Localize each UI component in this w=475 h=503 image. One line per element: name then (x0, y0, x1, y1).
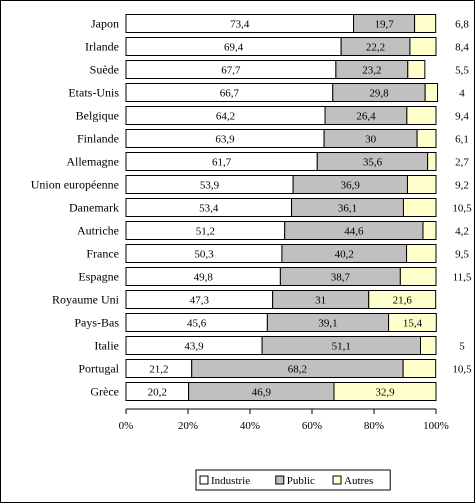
bar-autres-danemark (402, 198, 437, 217)
value-label-public-autriche: 44,6 (344, 226, 364, 238)
value-label-autres-royaume-uni: 21,6 (393, 295, 413, 307)
value-label-public-union-europeenne: 36,9 (341, 180, 361, 192)
category-label-union-europeenne: Union européenne (31, 178, 119, 192)
category-label-grece: Grèce (90, 385, 119, 399)
value-label-autres-union-europeenne: 9,2 (455, 180, 469, 192)
x-tick-label-3: 60% (302, 420, 322, 432)
legend-swatch-industrie (199, 475, 209, 485)
value-label-public-finlande: 30 (365, 134, 377, 146)
value-label-industrie-france: 50,3 (194, 249, 214, 261)
value-label-industrie-italie: 43,9 (184, 341, 204, 353)
category-label-danemark: Danemark (69, 201, 119, 215)
value-label-autres-portugal: 10,5 (452, 364, 472, 376)
bar-autres-finlande (416, 129, 437, 148)
x-tick-label-2: 40% (240, 420, 260, 432)
value-label-industrie-royaume-uni: 47,3 (190, 295, 210, 307)
bar-autres-grece (333, 382, 437, 401)
bar-autres-autriche (422, 221, 437, 240)
value-label-autres-italie: 5 (459, 341, 465, 353)
bar-autres-belgique (406, 106, 437, 125)
value-label-industrie-portugal: 21,2 (149, 364, 168, 376)
x-tick-label-5: 100% (423, 420, 449, 432)
value-label-autres-irlande: 8,4 (455, 42, 469, 54)
x-tick-label-1: 20% (178, 420, 198, 432)
value-label-industrie-japon: 73,4 (230, 19, 250, 31)
value-label-industrie-espagne: 49,8 (194, 272, 214, 284)
category-label-portugal: Portugal (78, 362, 119, 376)
value-label-autres-danemark: 10,5 (452, 203, 472, 215)
value-label-public-espagne: 38,7 (331, 272, 351, 284)
value-label-public-pays-bas: 39,1 (318, 318, 337, 330)
value-label-public-suede: 23,2 (362, 65, 381, 77)
value-label-public-france: 40,2 (335, 249, 354, 261)
category-label-italie: Italie (94, 339, 119, 353)
category-label-japon: Japon (91, 17, 119, 31)
value-label-autres-belgique: 9,4 (455, 111, 469, 123)
bar-autres-irlande (409, 37, 437, 56)
value-label-industrie-finlande: 63,9 (215, 134, 235, 146)
bar-autres-italie (420, 336, 437, 355)
value-label-autres-france: 9,5 (455, 249, 469, 261)
value-label-public-irlande: 22,2 (366, 42, 385, 54)
value-label-industrie-etats-unis: 66,7 (220, 88, 240, 100)
value-label-autres-suede: 5,5 (455, 65, 469, 77)
legend-box (195, 469, 391, 491)
value-label-industrie-allemagne: 61,7 (212, 157, 232, 169)
bar-autres-japon (414, 14, 437, 33)
bar-autres-etats-unis (424, 83, 439, 102)
value-label-industrie-irlande: 69,4 (224, 42, 244, 54)
value-label-industrie-suede: 67,7 (221, 65, 241, 77)
bar-autres-pays-bas (388, 313, 437, 332)
bar-autres-royaume-uni (368, 290, 437, 309)
legend-label-autres: Autres (344, 475, 373, 487)
bar-autres-union-europeenne (406, 175, 437, 194)
value-label-public-etats-unis: 29,8 (369, 88, 389, 100)
value-label-public-danemark: 36,1 (338, 203, 357, 215)
x-tick-label-0: 0% (119, 420, 134, 432)
x-tick-label-4: 80% (364, 420, 384, 432)
value-label-public-portugal: 68,2 (288, 364, 307, 376)
category-label-suede: Suède (90, 63, 119, 77)
value-label-public-royaume-uni: 31 (315, 295, 326, 307)
bar-autres-espagne (399, 267, 437, 286)
value-label-industrie-pays-bas: 45,6 (187, 318, 207, 330)
value-label-public-italie: 51,1 (332, 341, 351, 353)
value-label-autres-espagne: 11,5 (453, 272, 472, 284)
legend-label-public: Public (287, 475, 315, 487)
category-label-autriche: Autriche (77, 224, 119, 238)
value-label-public-grece: 46,9 (252, 387, 272, 399)
category-label-irlande: Irlande (85, 40, 119, 54)
value-label-industrie-belgique: 64,2 (216, 111, 235, 123)
category-label-france: France (86, 247, 119, 261)
category-label-pays-bas: Pays-Bas (74, 316, 119, 330)
value-label-autres-autriche: 4,2 (455, 226, 469, 238)
value-label-autres-etats-unis: 4 (459, 88, 465, 100)
value-label-autres-pays-bas: 15,4 (403, 318, 423, 330)
value-label-industrie-grece: 20,2 (148, 387, 167, 399)
category-label-etats-unis: Etats-Unis (68, 86, 119, 100)
value-label-autres-finlande: 6,1 (455, 134, 469, 146)
bar-autres-portugal (402, 359, 437, 378)
category-label-royaume-uni: Royaume Uni (52, 293, 120, 307)
value-label-autres-allemagne: 2,7 (455, 157, 469, 169)
bar-autres-suede (407, 60, 426, 79)
bar-autres-france (406, 244, 437, 263)
category-label-espagne: Espagne (78, 270, 119, 284)
legend-swatch-autres (332, 475, 342, 485)
value-label-public-belgique: 26,4 (356, 111, 376, 123)
legend-label-industrie: Industrie (211, 475, 250, 487)
category-label-finlande: Finlande (77, 132, 119, 146)
value-label-industrie-danemark: 53,4 (199, 203, 219, 215)
value-label-public-allemagne: 35,6 (363, 157, 383, 169)
value-label-industrie-union-europeenne: 53,9 (200, 180, 220, 192)
value-label-public-japon: 19,7 (374, 19, 394, 31)
legend-swatch-public (275, 475, 285, 485)
category-label-allemagne: Allemagne (66, 155, 119, 169)
value-label-autres-grece: 32,9 (375, 387, 395, 399)
category-label-belgique: Belgique (76, 109, 119, 123)
value-label-autres-japon: 6,8 (455, 19, 469, 31)
bar-autres-allemagne (427, 152, 437, 171)
value-label-industrie-autriche: 51,2 (196, 226, 215, 238)
